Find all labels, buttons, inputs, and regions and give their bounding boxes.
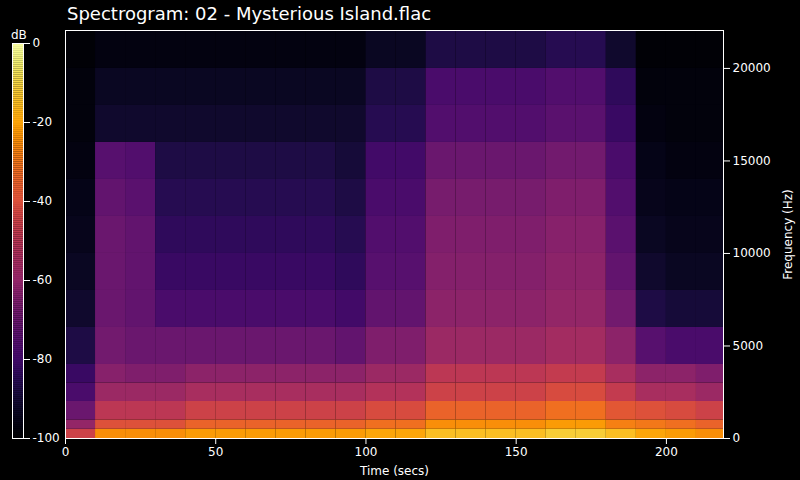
svg-text:-20: -20: [33, 115, 53, 129]
svg-text:20000: 20000: [733, 61, 771, 75]
svg-text:-100: -100: [33, 431, 60, 445]
svg-text:0: 0: [62, 445, 70, 459]
svg-text:15000: 15000: [733, 154, 771, 168]
svg-text:Time (secs): Time (secs): [359, 464, 429, 478]
svg-text:50: 50: [208, 445, 223, 459]
svg-text:200: 200: [655, 445, 678, 459]
svg-text:0: 0: [33, 36, 41, 50]
svg-text:100: 100: [355, 445, 378, 459]
svg-text:0: 0: [733, 431, 741, 445]
html-text:dB: dB: [11, 28, 27, 42]
svg-text:-60: -60: [33, 273, 53, 287]
svg-text:10000: 10000: [733, 246, 771, 260]
svg-text:Frequency (Hz): Frequency (Hz): [781, 189, 795, 280]
html-text:Spectrogram: 02 - Mysterious I: Spectrogram: 02 - Mysterious Island.flac: [67, 3, 432, 24]
svg-text:150: 150: [505, 445, 528, 459]
svg-text:5000: 5000: [733, 339, 764, 353]
svg-text:-80: -80: [33, 352, 53, 366]
svg-text:-40: -40: [33, 194, 53, 208]
